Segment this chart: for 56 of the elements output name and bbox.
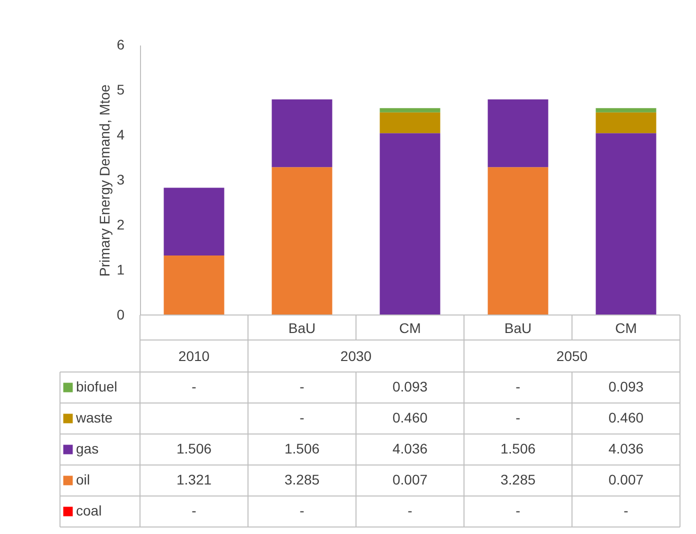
text: 2030: [340, 348, 372, 364]
bar: [164, 256, 224, 315]
data-label: 4.036: [608, 440, 644, 456]
text: -: [516, 502, 520, 518]
data-label: 1.506: [500, 440, 536, 456]
y-tick-label: 4: [116, 126, 125, 142]
bar: [380, 112, 440, 134]
legend-label: waste: [75, 410, 113, 426]
text: -: [408, 502, 412, 518]
text: -: [192, 378, 196, 394]
bar: [488, 99, 548, 168]
bar: [272, 99, 332, 168]
legend-label: gas: [76, 440, 99, 456]
data-label: 3.285: [284, 472, 320, 488]
y-tick-label: 2: [116, 216, 125, 232]
data-label: 1.506: [176, 440, 212, 456]
bar: [164, 188, 224, 256]
text: -: [192, 502, 196, 518]
data-label: 0.007: [608, 472, 644, 488]
data-label: 0.460: [392, 410, 428, 426]
x-tick-label: CM: [399, 320, 421, 336]
y-tick-label: 5: [116, 82, 125, 98]
bar: [272, 167, 332, 315]
bar: [380, 108, 440, 112]
text: -: [516, 378, 520, 394]
bar: [596, 108, 656, 112]
data-label: 0.093: [608, 378, 644, 394]
data-label: 0.093: [392, 378, 428, 394]
y-axis-title: Primary Energy Demand, Mtoe: [96, 84, 113, 277]
text: -: [624, 502, 628, 518]
text: -: [300, 502, 304, 518]
data-label: 1.506: [284, 440, 320, 456]
data-label: 4.036: [392, 440, 428, 456]
legend-label: coal: [76, 502, 102, 518]
text: 2010: [178, 348, 210, 364]
bar: [596, 133, 656, 315]
text: -: [516, 410, 520, 426]
bar: [380, 133, 440, 315]
y-tick-label: 1: [116, 262, 125, 278]
y-tick-label: 6: [116, 36, 125, 52]
text: -: [300, 410, 304, 426]
data-label: 1.321: [176, 472, 212, 488]
legend-label: biofuel: [76, 378, 118, 394]
y-tick-label: 0: [116, 306, 125, 322]
x-tick-label: BaU: [504, 320, 532, 336]
y-tick-label: 3: [116, 172, 125, 188]
bar: [596, 112, 656, 134]
data-label: 0.460: [608, 410, 644, 426]
text: -: [300, 378, 304, 394]
data-label: 0.007: [392, 472, 428, 488]
bar: [488, 167, 548, 315]
x-tick-label: CM: [615, 320, 637, 336]
x-tick-label: BaU: [288, 320, 316, 336]
legend-label: oil: [76, 472, 90, 488]
data-label: 3.285: [500, 472, 536, 488]
text: 2050: [556, 348, 588, 364]
